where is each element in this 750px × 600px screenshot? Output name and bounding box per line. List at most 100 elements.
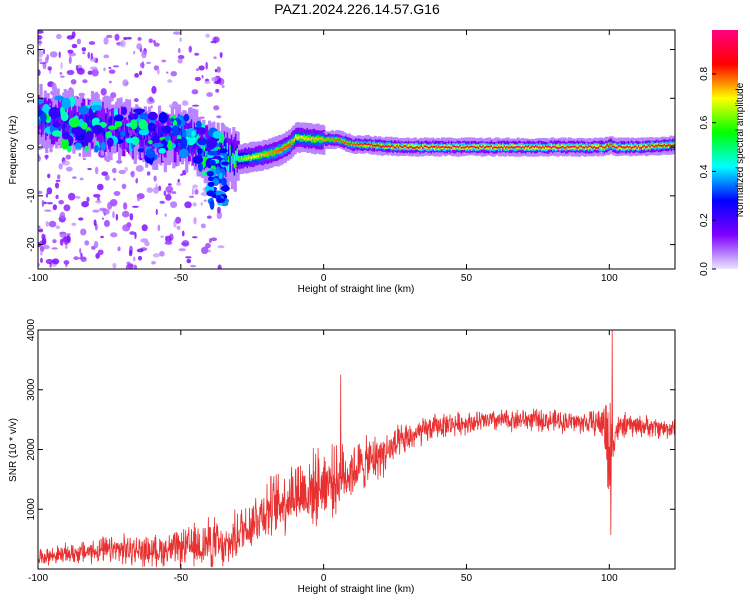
spectrogram-blob: [219, 148, 228, 154]
spectrogram-speckle: [133, 50, 136, 55]
spectrogram-speckle: [171, 191, 177, 194]
spectrogram-speckle: [135, 165, 144, 172]
spectrogram-speckle: [180, 173, 184, 176]
spectrogram-speckle: [184, 201, 192, 209]
spectrogram-speckle: [110, 232, 118, 238]
spectrogram-blob: [207, 151, 219, 156]
spectrogram-speckle: [70, 79, 77, 85]
snr-y-label: SNR (10 * v/v): [8, 418, 19, 482]
spectrogram-blob: [195, 120, 202, 128]
spectrogram-speckle: [114, 33, 120, 41]
snr-x-axis: -100 -50 0 50 100: [28, 330, 618, 584]
spectrogram-speckle: [205, 33, 210, 38]
spectrogram-speckle: [82, 52, 86, 55]
spectrogram-speckle: [153, 40, 156, 44]
colorbar-label: Normalized spectral amplitude: [735, 82, 746, 217]
spectrogram-blob: [40, 112, 47, 123]
spectrogram-speckle: [211, 76, 218, 82]
spectrogram-speckle: [62, 160, 70, 166]
spectrogram-speckle: [164, 240, 173, 245]
spectrogram-speckle: [76, 38, 82, 45]
x-tick-label: -50: [174, 273, 189, 284]
spectrogram-speckle: [72, 176, 77, 179]
spectrogram-speckle: [38, 228, 44, 233]
spectrogram-speckle: [176, 182, 182, 186]
spectrogram-blob: [92, 124, 103, 135]
spectrogram-speckle: [80, 252, 83, 258]
spectrogram-speckle: [58, 51, 61, 59]
spectrogram-speckle: [117, 246, 121, 252]
spectrogram-speckle: [163, 190, 167, 196]
spectrogram-speckle: [42, 48, 46, 55]
spectrogram-speckle: [181, 230, 185, 237]
spectrogram-blob: [51, 130, 62, 137]
spectrogram-blob: [133, 108, 146, 114]
spectrogram-speckle: [188, 45, 193, 53]
y-tick-label: 20: [26, 44, 37, 56]
spectrogram-blob: [131, 136, 140, 145]
snr-frame: [37, 329, 676, 570]
spectrogram-speckle: [191, 104, 200, 107]
spectrogram-speckle: [40, 257, 43, 263]
spectrogram-speckle: [59, 231, 67, 238]
spectrogram-speckle: [206, 92, 213, 98]
spectrogram-speckle: [93, 240, 99, 249]
spectrogram-speckle: [190, 264, 197, 268]
spectrogram-speckle: [38, 190, 43, 195]
spectrogram-speckle: [216, 211, 223, 220]
spectrogram-blob: [196, 127, 207, 135]
colorbar: 0.0 0.2 0.4 0.6 0.8 Normalized spectral ampl…: [699, 30, 746, 276]
spectrogram-speckle: [87, 167, 92, 171]
spectrogram-blob: [179, 137, 188, 149]
spectrogram-speckle: [210, 237, 218, 242]
spectrogram-speckle: [167, 79, 173, 83]
spectrogram-speckle: [148, 38, 153, 44]
spectrogram-speckle: [112, 262, 117, 269]
spectrogram-speckle: [198, 65, 205, 71]
spectrogram-speckle: [129, 231, 136, 235]
spectrogram-speckle: [38, 41, 43, 44]
spectrogram-speckle: [41, 199, 45, 208]
spectrogram-speckle: [82, 79, 88, 84]
y-tick-label: 3000: [26, 378, 37, 401]
spectrogram-speckle: [87, 52, 91, 59]
spectrogram-speckle: [54, 182, 60, 189]
spectrogram-speckle: [86, 196, 90, 203]
spectrogram-blob: [137, 148, 145, 153]
spectrogram-speckle: [213, 56, 217, 59]
spectrogram-blob: [207, 181, 215, 187]
spectrogram-speckle: [45, 193, 49, 198]
spectrogram-blob: [212, 131, 222, 139]
spectrogram-speckle: [221, 85, 225, 88]
spectrogram-speckle: [175, 216, 182, 224]
spectrogram-speckle: [108, 69, 116, 74]
spectrogram-speckle: [192, 202, 197, 207]
spectrogram-speckle: [200, 202, 203, 206]
spectrogram-speckle: [95, 253, 100, 259]
spectrogram-speckle: [201, 246, 209, 255]
spectrogram-blob: [74, 142, 83, 150]
spectrogram-speckle: [38, 30, 44, 34]
spectrogram-speckle: [219, 51, 223, 58]
spectrogram-speckle: [133, 98, 139, 102]
colorbar-tick-label: 0.4: [699, 164, 710, 178]
spectrogram-blob: [114, 120, 123, 128]
spectrogram-speckle: [210, 40, 216, 44]
spectrogram-speckle: [133, 256, 136, 262]
spectrogram-plot-area: [38, 30, 675, 269]
spectrogram-speckle: [112, 210, 115, 219]
spectrogram-speckle: [156, 68, 160, 75]
y-tick-label: 0: [26, 144, 37, 150]
spectrogram-speckle: [200, 192, 209, 197]
spectrogram-blob: [60, 111, 69, 122]
spectrogram-speckle: [125, 263, 134, 269]
spectrogram-speckle: [99, 207, 107, 212]
spectrogram-speckle: [52, 204, 58, 211]
spectrogram-speckle: [45, 258, 54, 265]
spectrogram-speckle: [38, 69, 41, 76]
spectrogram-speckle: [87, 70, 93, 75]
spectrogram-speckle: [52, 258, 60, 265]
spectrogram-speckle: [80, 256, 87, 263]
spectrogram-speckle: [38, 35, 43, 40]
